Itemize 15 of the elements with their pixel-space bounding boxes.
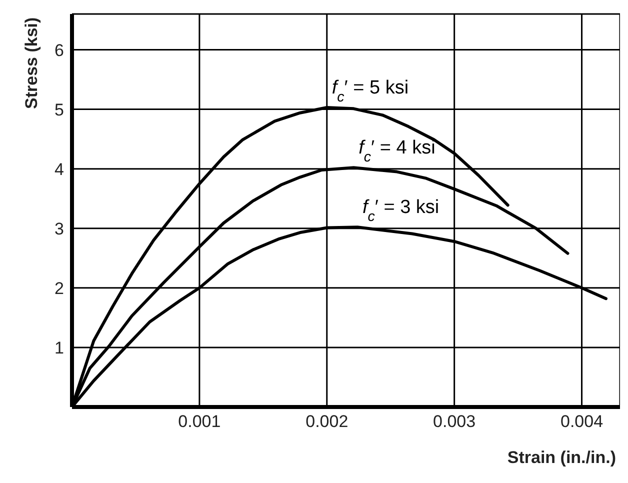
x-axis-title: Strain (in./in.) <box>507 448 616 467</box>
series-label: f$_{c}$′ = 5 ksi <box>332 77 409 106</box>
y-tick-label: 1 <box>54 338 64 358</box>
y-tick-label: 6 <box>54 40 64 60</box>
x-tick-label: 0.004 <box>560 412 604 432</box>
x-tick-label: 0.003 <box>433 412 476 432</box>
y-tick-label: 4 <box>54 160 64 179</box>
series-label: f$_{c}$′ = 3 ksi <box>362 197 440 226</box>
y-tick-label: 5 <box>54 100 64 120</box>
series-label: f$_{c}$′ = 4 ksi <box>358 138 436 166</box>
x-tick-label: 0.001 <box>178 412 221 432</box>
x-tick-label: 0.002 <box>306 412 348 432</box>
y-axis-title: Stress (ksi) <box>22 17 42 109</box>
y-tick-label: 3 <box>54 219 64 238</box>
y-tick-label: 2 <box>54 278 64 298</box>
